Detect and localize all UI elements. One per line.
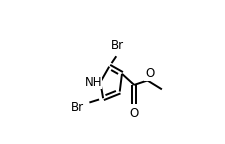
Text: O: O xyxy=(130,107,139,120)
Text: O: O xyxy=(145,67,154,80)
Text: Br: Br xyxy=(70,101,84,114)
Text: NH: NH xyxy=(84,76,102,89)
Text: Br: Br xyxy=(111,39,124,52)
